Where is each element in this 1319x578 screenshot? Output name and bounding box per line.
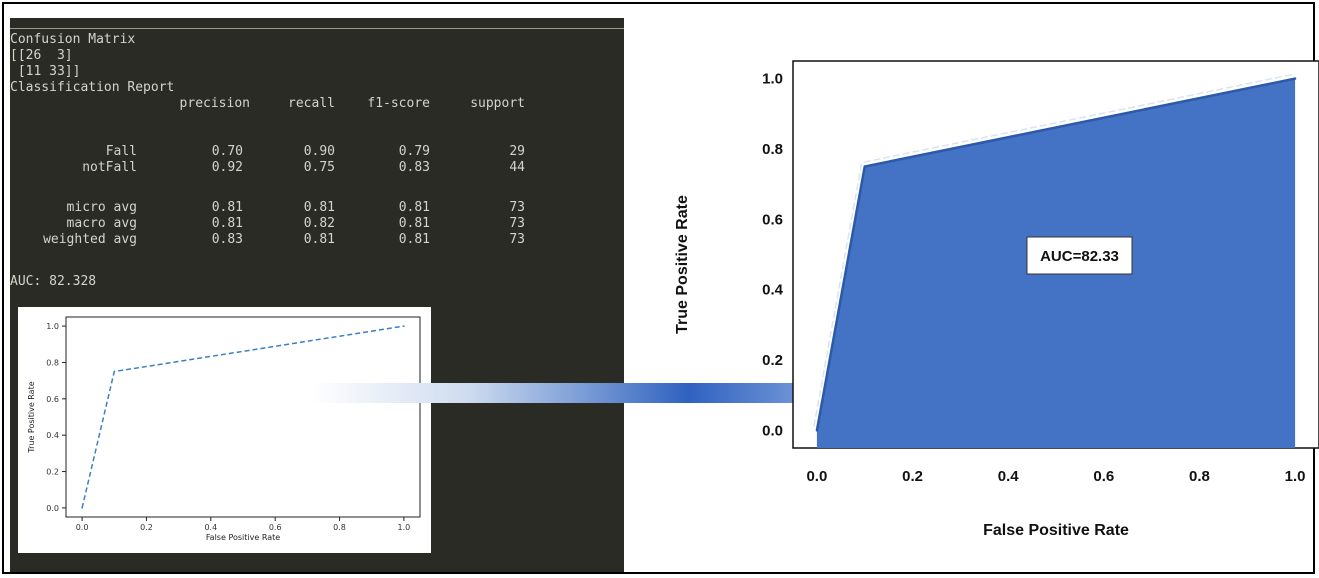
big-x-tick-label: 0.2 [902,468,923,485]
small-y-tick-label: 0.8 [46,358,59,367]
cell-notfall-precision: 0.92 [211,160,243,175]
big-x-tick-label: 0.0 [806,468,827,485]
cell-weighted-precision: 0.83 [211,232,243,247]
cell-weighted-support: 73 [509,232,525,247]
cell-notfall-f1: 0.83 [398,160,430,175]
roc-plot-small-svg: 0.0 0.2 0.4 0.6 0.8 1.0 0.0 0.2 0.4 0.6 0.8 1.0 Fals… [27,316,421,542]
small-x-tick-label: 0.4 [204,523,217,532]
big-x-tick-label: 1.0 [1285,468,1306,485]
cell-micro-support: 73 [509,200,525,215]
small-x-tick-label: 0.8 [333,523,346,532]
small-x-tick-label: 0.0 [76,523,89,532]
row-label-weighted-avg: weighted avg [43,232,137,247]
column-header-support: support [470,96,525,111]
small-y-tick-label: 0.2 [46,468,59,477]
row-label-fall: Fall [105,144,137,159]
row-label-micro-avg: micro avg [66,200,137,215]
cell-notfall-support: 44 [509,160,525,175]
small-plot-axes-box [65,316,421,518]
big-roc-dashed-line [813,73,1293,427]
big-y-tick-label: 0.6 [762,211,783,228]
small-y-axis-label: True Positive Rate [27,381,36,453]
cell-micro-recall: 0.81 [303,200,335,215]
big-y-tick-label: 0.8 [762,141,783,158]
big-x-tick-label: 0.6 [1093,468,1114,485]
column-header-recall: recall [288,96,335,111]
column-header-f1-score: f1-score [367,96,430,111]
row-label-macro-avg: macro avg [66,216,137,231]
small-y-tick-label: 0.6 [46,395,59,404]
cell-macro-support: 73 [509,216,525,231]
confusion-matrix-row-1: [[26 3] [10,48,73,63]
transition-arrow [310,367,940,419]
big-y-axis-label: True Positive Rate [674,195,691,334]
cell-macro-recall: 0.82 [303,216,335,231]
big-y-tick-label: 0.2 [762,352,783,369]
big-y-tick-label: 0.4 [762,282,784,299]
small-x-axis-label: False Positive Rate [206,533,280,542]
cell-micro-f1: 0.81 [398,200,430,215]
terminal-divider [10,28,624,29]
big-y-tick-label: 0.0 [762,422,783,439]
cell-fall-f1: 0.79 [398,144,430,159]
auc-annotation-text: AUC=82.33 [1040,248,1119,265]
cell-weighted-recall: 0.81 [303,232,335,247]
column-header-precision: precision [179,96,250,111]
roc-plot-large: 0.0 0.2 0.4 0.6 0.8 1.0 0.0 0.2 0.4 0.6 0.8 1.0 Fals… [674,60,1319,539]
big-y-tick-label: 1.0 [762,71,783,88]
row-label-notfall: notFall [82,160,137,175]
big-x-axis-label: False Positive Rate [983,522,1129,539]
small-y-tick-label: 0.0 [46,504,59,513]
cell-weighted-f1: 0.81 [398,232,430,247]
cell-fall-support: 29 [509,144,525,159]
small-roc-point [113,370,116,373]
confusion-matrix-row-2: [11 33]] [10,64,81,79]
small-x-tick-label: 0.6 [269,523,282,532]
small-x-tick-label: 0.2 [140,523,153,532]
cell-micro-precision: 0.81 [211,200,243,215]
auc-output: AUC: 82.328 [10,274,97,289]
arrow-shape [310,367,940,419]
small-y-tick-label: 1.0 [46,322,59,331]
big-roc-point [863,165,866,168]
cell-macro-f1: 0.81 [398,216,430,231]
cell-notfall-recall: 0.75 [303,160,335,175]
auc-annotation-box [1026,236,1133,275]
big-x-tick-label: 0.4 [998,468,1020,485]
big-x-tick-label: 0.8 [1189,468,1210,485]
big-roc-point [1293,77,1297,80]
small-roc-point [81,507,83,509]
big-roc-point [815,429,819,432]
cell-fall-precision: 0.70 [211,144,243,159]
roc-plot-small: 0.0 0.2 0.4 0.6 0.8 1.0 0.0 0.2 0.4 0.6 0.8 1.0 Fals… [18,307,431,553]
cell-macro-precision: 0.81 [211,216,243,231]
classification-report-title: Classification Report [10,80,175,95]
confusion-matrix-title: Confusion Matrix [10,32,136,47]
small-roc-point [403,325,405,327]
small-x-tick-label: 1.0 [398,523,411,532]
cell-fall-recall: 0.90 [303,144,335,159]
small-y-tick-label: 0.4 [46,431,59,440]
